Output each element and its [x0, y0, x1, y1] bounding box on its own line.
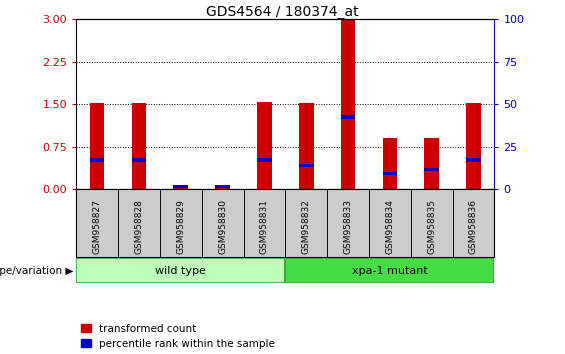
Bar [466, 158, 481, 162]
Text: GSM958831: GSM958831 [260, 199, 269, 255]
Bar [90, 103, 105, 189]
Bar [132, 158, 146, 162]
Bar [244, 189, 285, 257]
Bar [132, 103, 146, 189]
Text: GSM958835: GSM958835 [427, 199, 436, 255]
Bar [118, 189, 160, 257]
Bar [285, 189, 327, 257]
Bar [383, 172, 397, 175]
Bar [285, 258, 494, 283]
Text: genotype/variation ▶: genotype/variation ▶ [0, 266, 73, 276]
Text: GSM958836: GSM958836 [469, 199, 478, 255]
Bar [76, 189, 118, 257]
Bar [173, 187, 188, 189]
Text: GDS4564 / 180374_at: GDS4564 / 180374_at [206, 5, 359, 19]
Text: GSM958833: GSM958833 [344, 199, 353, 255]
Text: GSM958828: GSM958828 [134, 199, 144, 255]
Text: xpa-1 mutant: xpa-1 mutant [352, 266, 428, 276]
Bar [341, 19, 355, 189]
Text: GSM958830: GSM958830 [218, 199, 227, 255]
Bar [424, 168, 439, 171]
Text: GSM958834: GSM958834 [385, 199, 394, 255]
Bar [299, 103, 314, 189]
Bar [215, 187, 230, 189]
Bar [257, 158, 272, 162]
Bar [215, 185, 230, 188]
Bar [90, 158, 105, 162]
Bar [202, 189, 244, 257]
Text: wild type: wild type [155, 266, 206, 276]
Text: GSM958829: GSM958829 [176, 199, 185, 255]
Text: GSM958827: GSM958827 [93, 199, 102, 255]
Bar [453, 189, 494, 257]
Bar [160, 189, 202, 257]
Bar [341, 115, 355, 119]
Bar [299, 164, 314, 167]
Bar [327, 189, 369, 257]
Bar [383, 138, 397, 189]
Bar [76, 258, 285, 283]
Bar [369, 189, 411, 257]
Bar [411, 189, 453, 257]
Bar [424, 138, 439, 189]
Legend: transformed count, percentile rank within the sample: transformed count, percentile rank withi… [81, 324, 275, 349]
Bar [257, 102, 272, 189]
Bar [466, 103, 481, 189]
Bar [173, 185, 188, 188]
Text: GSM958832: GSM958832 [302, 199, 311, 255]
